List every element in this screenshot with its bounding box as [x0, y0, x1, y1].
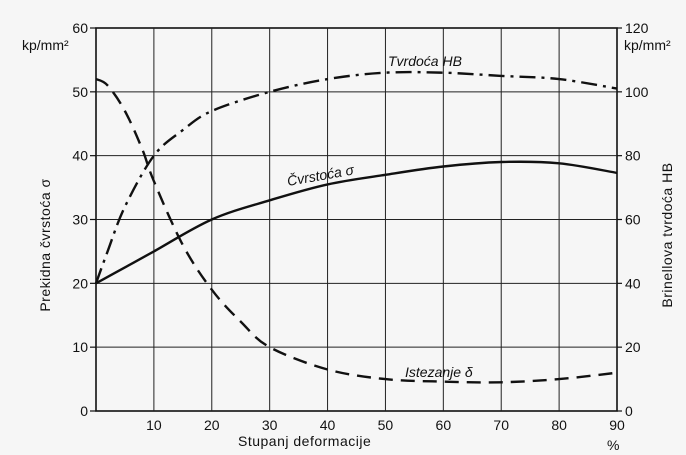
label-tvrdoca: Tvrdoća HB — [388, 53, 462, 69]
left-axis-title: Prekidna čvrstoća σ — [37, 178, 53, 311]
series-line-0 — [94, 70, 618, 284]
ticks: 10 20 30 40 50 60 70 80 900102030405060020406080… — [72, 20, 648, 433]
y-right-tick-label: 120 — [625, 20, 649, 36]
y-left-tick-label: 0 — [80, 403, 88, 419]
x-tick-label: 50 — [378, 417, 394, 433]
x-tick-label: 30 — [262, 417, 278, 433]
curves — [94, 70, 618, 384]
series-line-2 — [95, 77, 618, 384]
grid — [96, 28, 617, 411]
y-right-tick-label: 40 — [625, 275, 641, 291]
x-tick-label: 70 — [493, 417, 509, 433]
x-tick-label: 10 — [146, 417, 162, 433]
y-left-tick-label: 10 — [72, 339, 88, 355]
right-axis-title: Brinellova tvrdoća HB — [659, 162, 675, 307]
label-istezanje: Istezanje δ — [405, 364, 473, 380]
y-left-tick-label: 50 — [72, 84, 88, 100]
y-left-tick-label: 20 — [72, 275, 88, 291]
x-tick-label: 60 — [436, 417, 452, 433]
y-left-tick-label: 60 — [72, 20, 88, 36]
right-axis-unit: kp/mm² — [624, 37, 671, 53]
series-line-1 — [95, 160, 618, 285]
x-tick-label: 80 — [551, 417, 567, 433]
x-axis-title: Stupanj deformacije — [238, 433, 371, 449]
y-right-tick-label: 100 — [625, 84, 649, 100]
y-right-tick-label: 0 — [625, 403, 633, 419]
y-left-tick-label: 30 — [72, 212, 88, 228]
y-right-tick-label: 80 — [625, 148, 641, 164]
x-axis-unit: % — [607, 437, 619, 453]
x-tick-label: 20 — [204, 417, 220, 433]
y-right-tick-label: 20 — [625, 339, 641, 355]
x-tick-label: 40 — [320, 417, 336, 433]
y-left-tick-label: 40 — [72, 148, 88, 164]
y-right-tick-label: 60 — [625, 212, 641, 228]
left-axis-unit: kp/mm² — [22, 37, 69, 53]
x-tick-label: 90 — [609, 417, 625, 433]
